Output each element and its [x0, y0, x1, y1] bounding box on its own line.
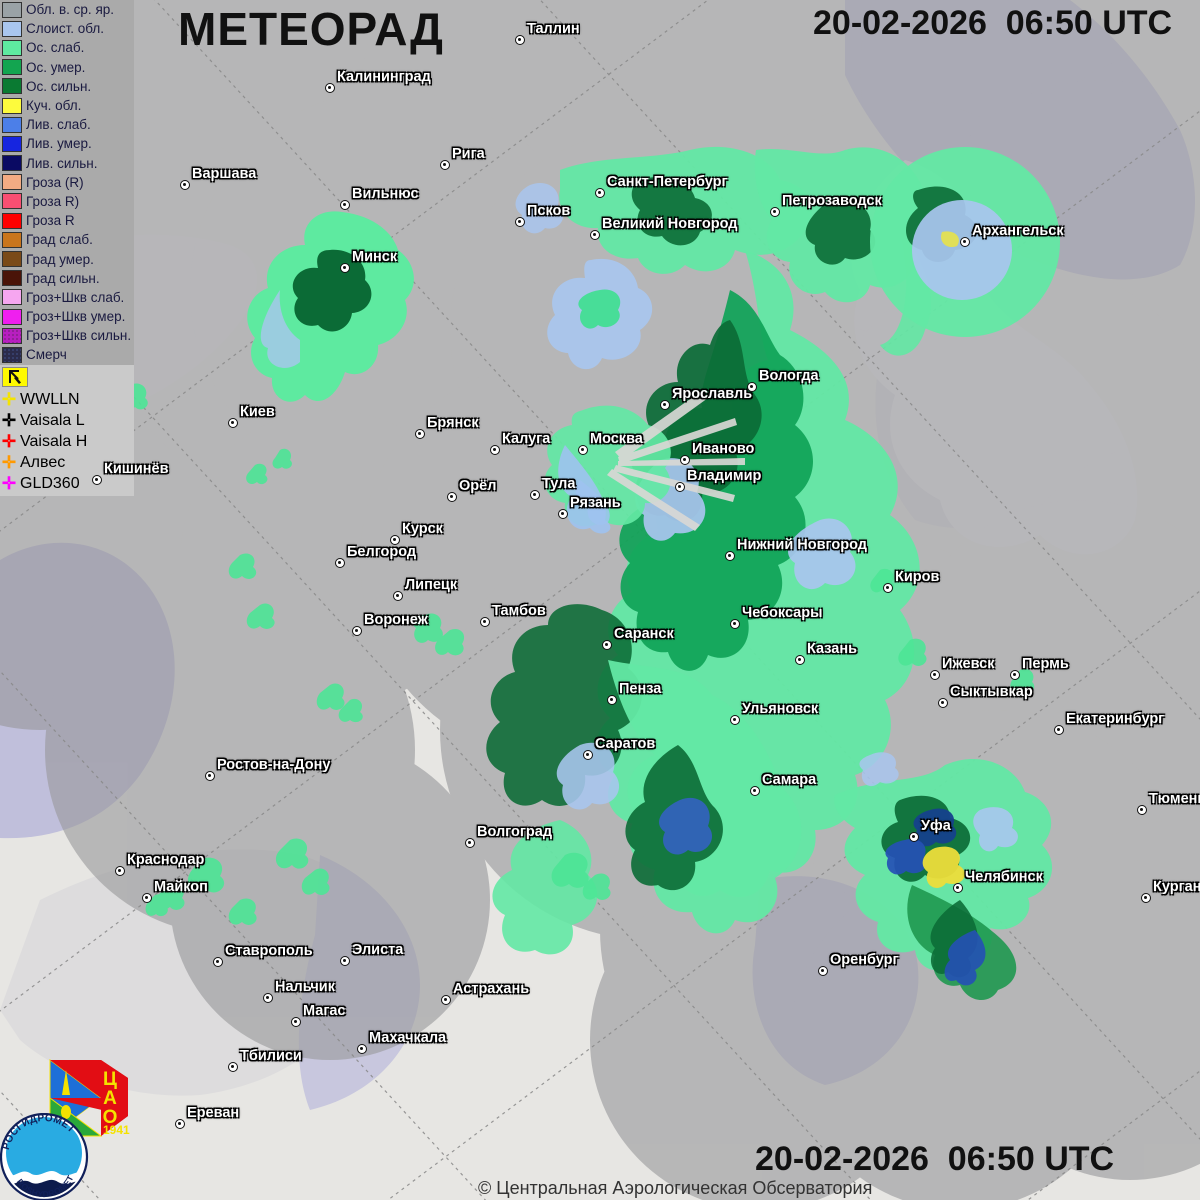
svg-text:1941: 1941: [103, 1123, 130, 1137]
svg-text:А: А: [103, 1088, 117, 1109]
svg-text:Ц: Ц: [103, 1069, 117, 1090]
